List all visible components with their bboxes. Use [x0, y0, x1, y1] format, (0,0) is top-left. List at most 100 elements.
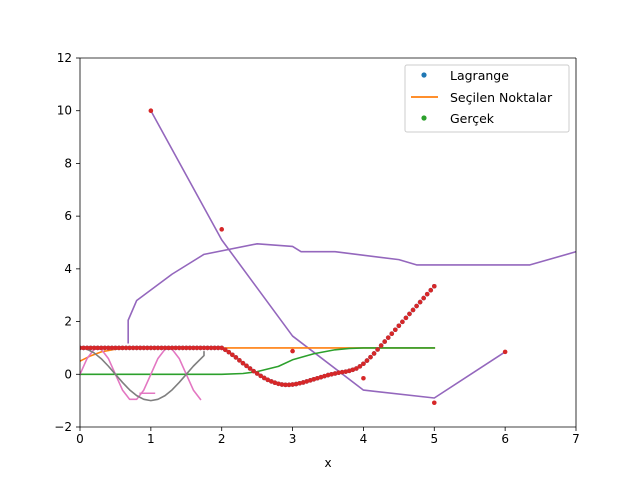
point-red-points-106: [502, 349, 508, 355]
point-red-points-54: [269, 379, 274, 384]
point-red-points-69: [322, 373, 327, 379]
point-red-points-10: [113, 345, 118, 351]
x-tick-label: 0: [76, 432, 84, 446]
legend-marker-gercek: [421, 115, 427, 121]
point-red-points-43: [230, 352, 235, 358]
y-tick-label: 10: [57, 104, 72, 118]
y-tick-label: 0: [64, 367, 72, 381]
point-red-points-36: [205, 345, 210, 351]
point-red-points-99: [428, 287, 434, 293]
point-red-points-52: [261, 375, 267, 381]
x-tick-label: 1: [147, 432, 155, 446]
y-tick-label: 2: [64, 315, 72, 329]
point-red-points-15: [130, 345, 136, 351]
point-red-points-55: [272, 380, 278, 386]
point-red-points-76: [346, 368, 352, 374]
y-tick-label: 6: [64, 209, 72, 223]
legend: Lagrange Seçilen Noktalar Gerçek: [404, 64, 570, 133]
point-red-points-26: [169, 345, 175, 351]
legend-label-lagrange: Lagrange: [450, 68, 509, 83]
point-red-points-97: [421, 295, 426, 301]
point-red-points-74: [339, 369, 345, 375]
point-red-points-41: [222, 347, 228, 353]
point-red-points-102: [219, 227, 225, 232]
point-red-points-93: [407, 311, 412, 317]
point-red-points-8: [106, 345, 111, 351]
point-red-points-17: [137, 345, 143, 351]
point-red-points-73: [336, 370, 341, 376]
point-red-points-47: [244, 363, 249, 369]
point-red-points-66: [311, 376, 317, 382]
point-red-points-13: [123, 345, 129, 351]
legend-marker-lagrange: [421, 72, 427, 78]
point-red-points-77: [350, 367, 356, 373]
point-red-points-85: [378, 343, 384, 348]
point-red-points-44: [233, 355, 239, 360]
series-line-green-line: [80, 347, 436, 376]
point-red-points-91: [400, 319, 405, 325]
point-red-points-25: [166, 345, 171, 351]
point-red-points-7: [102, 345, 108, 351]
point-red-points-6: [98, 345, 104, 351]
legend-frame: [404, 64, 570, 133]
y-tick-label: 4: [64, 262, 72, 276]
series-line-purple-line-b: [149, 109, 507, 399]
point-red-points-21: [152, 345, 157, 351]
point-red-points-33: [194, 345, 200, 351]
point-red-points-30: [183, 345, 189, 351]
point-red-points-89: [393, 327, 398, 333]
y-tick-label: 8: [64, 156, 72, 170]
point-red-points-86: [382, 339, 387, 344]
point-red-points-16: [134, 345, 139, 351]
point-red-points-57: [279, 382, 285, 387]
point-red-points-75: [343, 369, 349, 374]
point-red-points-90: [396, 323, 402, 329]
x-tick-label: 7: [572, 432, 580, 446]
y-tick-label: 12: [57, 51, 72, 65]
point-red-points-37: [208, 345, 214, 351]
point-red-points-95: [414, 303, 419, 309]
point-red-points-105: [431, 400, 437, 406]
x-axis-label: x: [324, 456, 331, 470]
point-red-points-58: [283, 382, 288, 388]
point-red-points-79: [357, 364, 363, 369]
legend-label-gercek: Gerçek: [450, 111, 495, 126]
point-red-points-40: [219, 345, 225, 351]
y-tick-label: −2: [54, 420, 72, 434]
point-red-points-98: [424, 291, 430, 297]
point-red-points-38: [212, 345, 217, 351]
x-tick-label: 4: [360, 432, 368, 446]
series-line-gray-line: [80, 347, 205, 402]
point-red-points-2: [84, 345, 90, 351]
point-red-points-28: [176, 345, 182, 351]
point-red-points-87: [385, 335, 391, 340]
point-red-points-4: [91, 345, 97, 351]
x-tick-label: 2: [218, 432, 226, 446]
point-red-points-11: [116, 345, 122, 351]
x-tick-label: 6: [501, 432, 509, 446]
point-red-points-67: [315, 375, 320, 381]
point-red-points-61: [293, 381, 299, 387]
legend-label-secilen-noktalar: Seçilen Noktalar: [450, 90, 553, 105]
point-red-points-64: [304, 379, 310, 384]
point-red-points-27: [173, 345, 178, 351]
point-red-points-70: [325, 372, 331, 378]
point-red-points-51: [258, 373, 263, 379]
plot-area: [80, 108, 576, 406]
point-red-points-31: [187, 345, 193, 351]
point-red-points-50: [254, 371, 260, 376]
x-tick-label: 3: [289, 432, 297, 446]
point-red-points-48: [247, 366, 253, 371]
point-red-points-49: [251, 368, 256, 374]
point-red-points-12: [120, 345, 125, 351]
point-red-points-103: [290, 348, 295, 354]
x-tick-label: 5: [430, 432, 438, 446]
point-red-points-62: [297, 380, 302, 386]
point-red-points-20: [148, 345, 154, 351]
point-red-points-100: [431, 283, 437, 289]
point-red-points-29: [180, 345, 186, 351]
point-red-points-96: [417, 299, 423, 305]
point-red-points-71: [329, 371, 334, 377]
point-red-points-65: [307, 378, 313, 383]
